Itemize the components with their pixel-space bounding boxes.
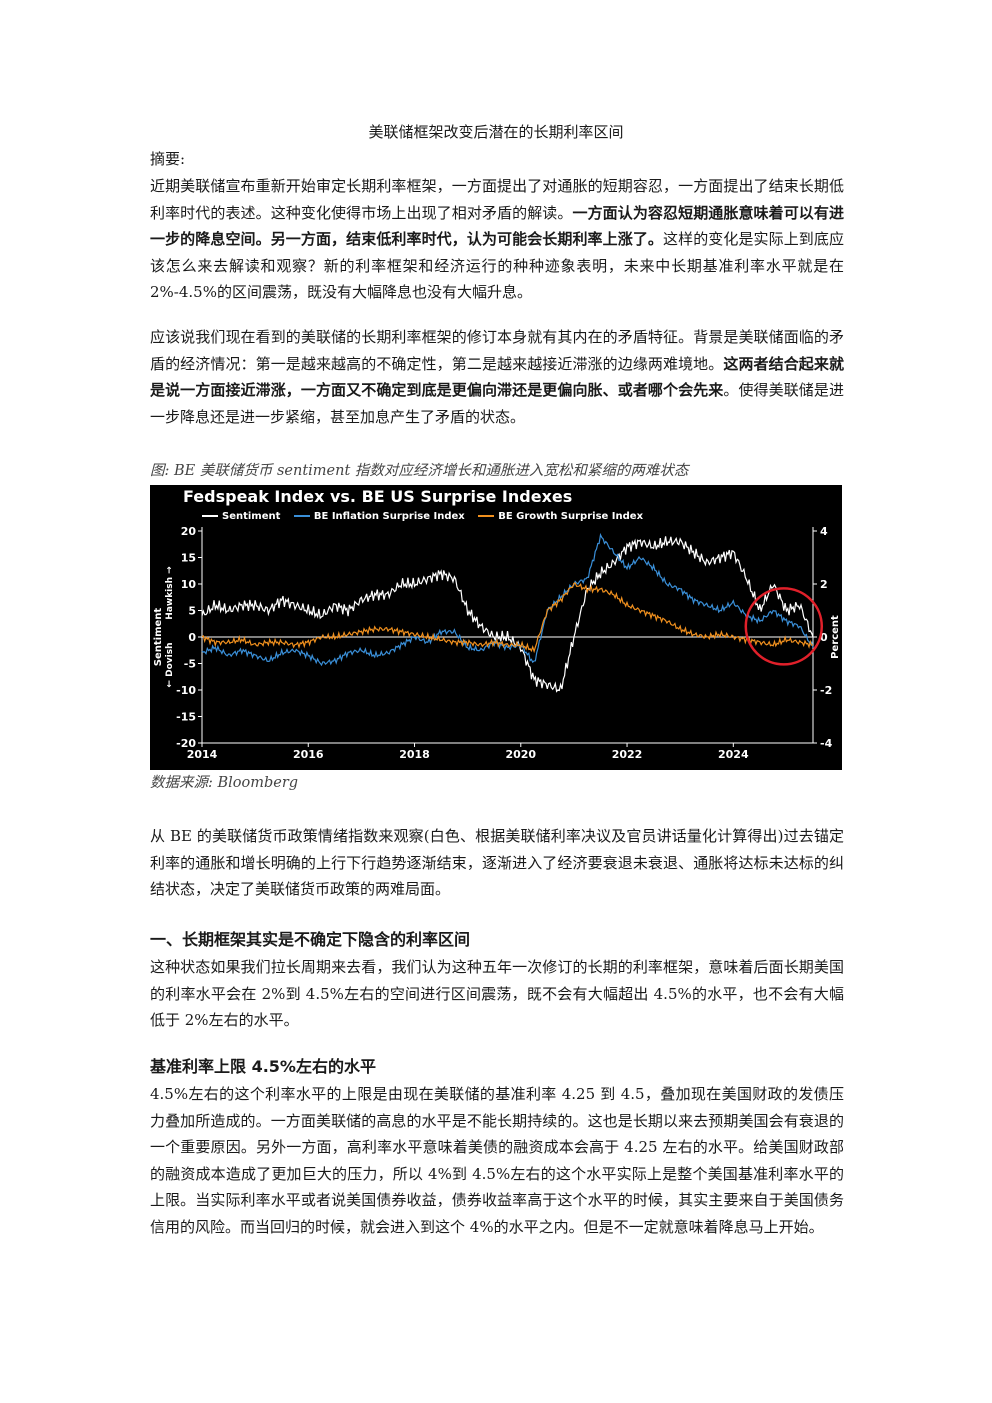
legend-swatch-sentiment bbox=[202, 515, 218, 517]
x-tick-label: 2020 bbox=[505, 748, 536, 761]
series-line-sentiment bbox=[201, 536, 814, 693]
paragraph-1-a: 近期美联储宣布重新开始审定长期利率框架，一方面提出了对通胀的短期容忍，一方面提出… bbox=[150, 177, 844, 222]
left-tick-label: -5 bbox=[184, 658, 196, 671]
paragraph-1-bold: 一方面认为容忍短期通胀意味着可以有进一步的降息空间。另一方面，结束低利率时代，认… bbox=[150, 203, 844, 249]
section-heading-2: 基准利率上限 4.5%左右的水平 bbox=[150, 1057, 376, 1076]
legend-label-sentiment: Sentiment bbox=[222, 511, 281, 522]
left-tick-label: -15 bbox=[176, 711, 196, 724]
right-tick-label: -2 bbox=[820, 684, 832, 697]
legend-label-inflation: BE Inflation Surprise Index bbox=[313, 511, 465, 522]
paragraph-2: 应该说我们现在看到的美联储的长期利率框架的修订本身就有其内在的矛盾特征。背景是美… bbox=[150, 324, 844, 430]
left-tick-label: -10 bbox=[176, 684, 196, 697]
chart-title: Fedspeak Index vs. BE US Surprise Indexe… bbox=[183, 487, 573, 506]
paragraph-2-bold: 这两者结合起来就是说一方面接近滞涨，一方面又不确定到底是更偏向滞还是更偏向胀、或… bbox=[150, 354, 844, 400]
legend-item-growth: BE Growth Surprise Index bbox=[478, 511, 643, 522]
paragraph-1: 近期美联储宣布重新开始审定长期利率框架，一方面提出了对通胀的短期容忍，一方面提出… bbox=[150, 173, 844, 306]
left-tick-label: 5 bbox=[188, 605, 196, 618]
right-tick-label: 2 bbox=[820, 578, 828, 591]
paragraph-3: 从 BE 的美联储货币政策情绪指数来观察(白色、根据美联储利率决议及官员讲话量化… bbox=[150, 827, 844, 898]
abstract-label: 摘要: bbox=[150, 150, 186, 168]
data-source: 数据来源: Bloomberg bbox=[150, 775, 299, 791]
x-tick-label: 2018 bbox=[399, 748, 430, 761]
x-tick-label: 2024 bbox=[718, 748, 749, 761]
left-axis-dovish-hint: ← Dovish bbox=[165, 642, 175, 687]
document-title: 美联储框架改变后潜在的长期利率区间 bbox=[368, 123, 624, 141]
paragraph-5: 4.5%左右的这个利率水平的上限是由现在美联储的基准利率 4.25 到 4.5，… bbox=[150, 1085, 844, 1236]
annotation-circle bbox=[744, 587, 824, 666]
left-tick-label: 0 bbox=[188, 631, 196, 644]
right-tick-label: -4 bbox=[820, 737, 833, 750]
legend-item-inflation: BE Inflation Surprise Index bbox=[293, 511, 465, 522]
section-heading-1: 一、长期框架其实是不确定下隐含的利率区间 bbox=[150, 930, 471, 949]
x-tick-label: 2016 bbox=[293, 748, 324, 761]
legend-item-sentiment: Sentiment bbox=[202, 511, 280, 522]
left-axis-label: Sentiment bbox=[153, 608, 164, 667]
right-tick-label: 4 bbox=[820, 525, 828, 538]
left-tick-label: -20 bbox=[176, 737, 196, 750]
left-tick-label: 15 bbox=[181, 552, 196, 565]
series-line-inflation bbox=[201, 532, 814, 667]
chart-legend: Sentiment BE Inflation Surprise Index BE… bbox=[202, 511, 653, 522]
legend-swatch-inflation bbox=[293, 515, 310, 517]
legend-swatch-growth bbox=[478, 515, 495, 517]
left-axis-hawkish-hint: Hawkish → bbox=[165, 566, 175, 620]
paragraph-2-a: 应该说我们现在看到的美联储的长期利率框架的修订本身就有其内在的矛盾特征。背景是美… bbox=[150, 328, 844, 373]
paragraph-1-c: 这样的变化是实际上到底应该怎么来去解读和观察？新的利率框架和经济运行的种种迹象表… bbox=[150, 230, 844, 301]
left-tick-label: 20 bbox=[181, 525, 197, 538]
fedspeak-chart: Fedspeak Index vs. BE US Surprise Indexe… bbox=[150, 485, 842, 770]
paragraph-2-c: 。使得美联储是进一步降息还是进一步紧缩，甚至加息产生了矛盾的状态。 bbox=[150, 381, 844, 426]
legend-label-growth: BE Growth Surprise Index bbox=[498, 511, 644, 522]
series-line-growth bbox=[201, 582, 814, 654]
x-tick-label: 2014 bbox=[187, 748, 218, 761]
x-tick-label: 2022 bbox=[612, 748, 643, 761]
figure-caption: 图: BE 美联储货币 sentiment 指数对应经济增长和通胀进入宽松和紧缩… bbox=[150, 463, 689, 479]
left-tick-label: 10 bbox=[181, 578, 197, 591]
right-axis-label: Percent bbox=[830, 615, 841, 659]
paragraph-4: 这种状态如果我们拉长周期来去看，我们认为这种五年一次修订的长期的利率框架，意味着… bbox=[150, 958, 844, 1029]
right-tick-label: 0 bbox=[820, 631, 828, 644]
